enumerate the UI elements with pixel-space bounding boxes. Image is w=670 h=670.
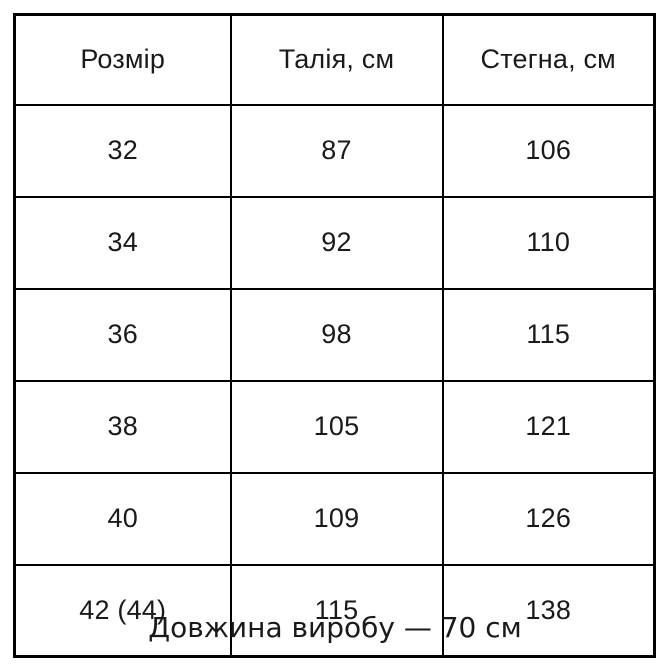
cell-hips: 110 [441, 195, 656, 290]
cell-waist: 105 [229, 379, 444, 474]
cell-size: 34 [13, 195, 232, 290]
table-row: 42 (44) 115 138 [13, 563, 656, 658]
column-header-waist: Талія, см [229, 13, 444, 106]
table-row: 32 87 106 [13, 103, 656, 198]
column-header-size: Розмір [13, 13, 232, 106]
cell-size: 42 (44) [13, 563, 232, 658]
table-row: 38 105 121 [13, 379, 656, 474]
cell-hips: 138 [441, 563, 656, 658]
column-header-hips: Стегна, см [441, 13, 656, 106]
cell-size: 38 [13, 379, 232, 474]
table-row: 34 92 110 [13, 195, 656, 290]
cell-size: 40 [13, 471, 232, 566]
table-row: 40 109 126 [13, 471, 656, 566]
cell-hips: 106 [441, 103, 656, 198]
size-table: Розмір Талія, см Стегна, см 32 87 106 34… [13, 13, 656, 658]
cell-hips: 126 [441, 471, 656, 566]
table-header-row: Розмір Талія, см Стегна, см [13, 13, 656, 106]
cell-waist: 109 [229, 471, 444, 566]
cell-hips: 115 [441, 287, 656, 382]
cell-size: 32 [13, 103, 232, 198]
cell-waist: 92 [229, 195, 444, 290]
cell-hips: 121 [441, 379, 656, 474]
table-row: 36 98 115 [13, 287, 656, 382]
cell-waist: 98 [229, 287, 444, 382]
cell-size: 36 [13, 287, 232, 382]
cell-waist: 115 [229, 563, 444, 658]
cell-waist: 87 [229, 103, 444, 198]
